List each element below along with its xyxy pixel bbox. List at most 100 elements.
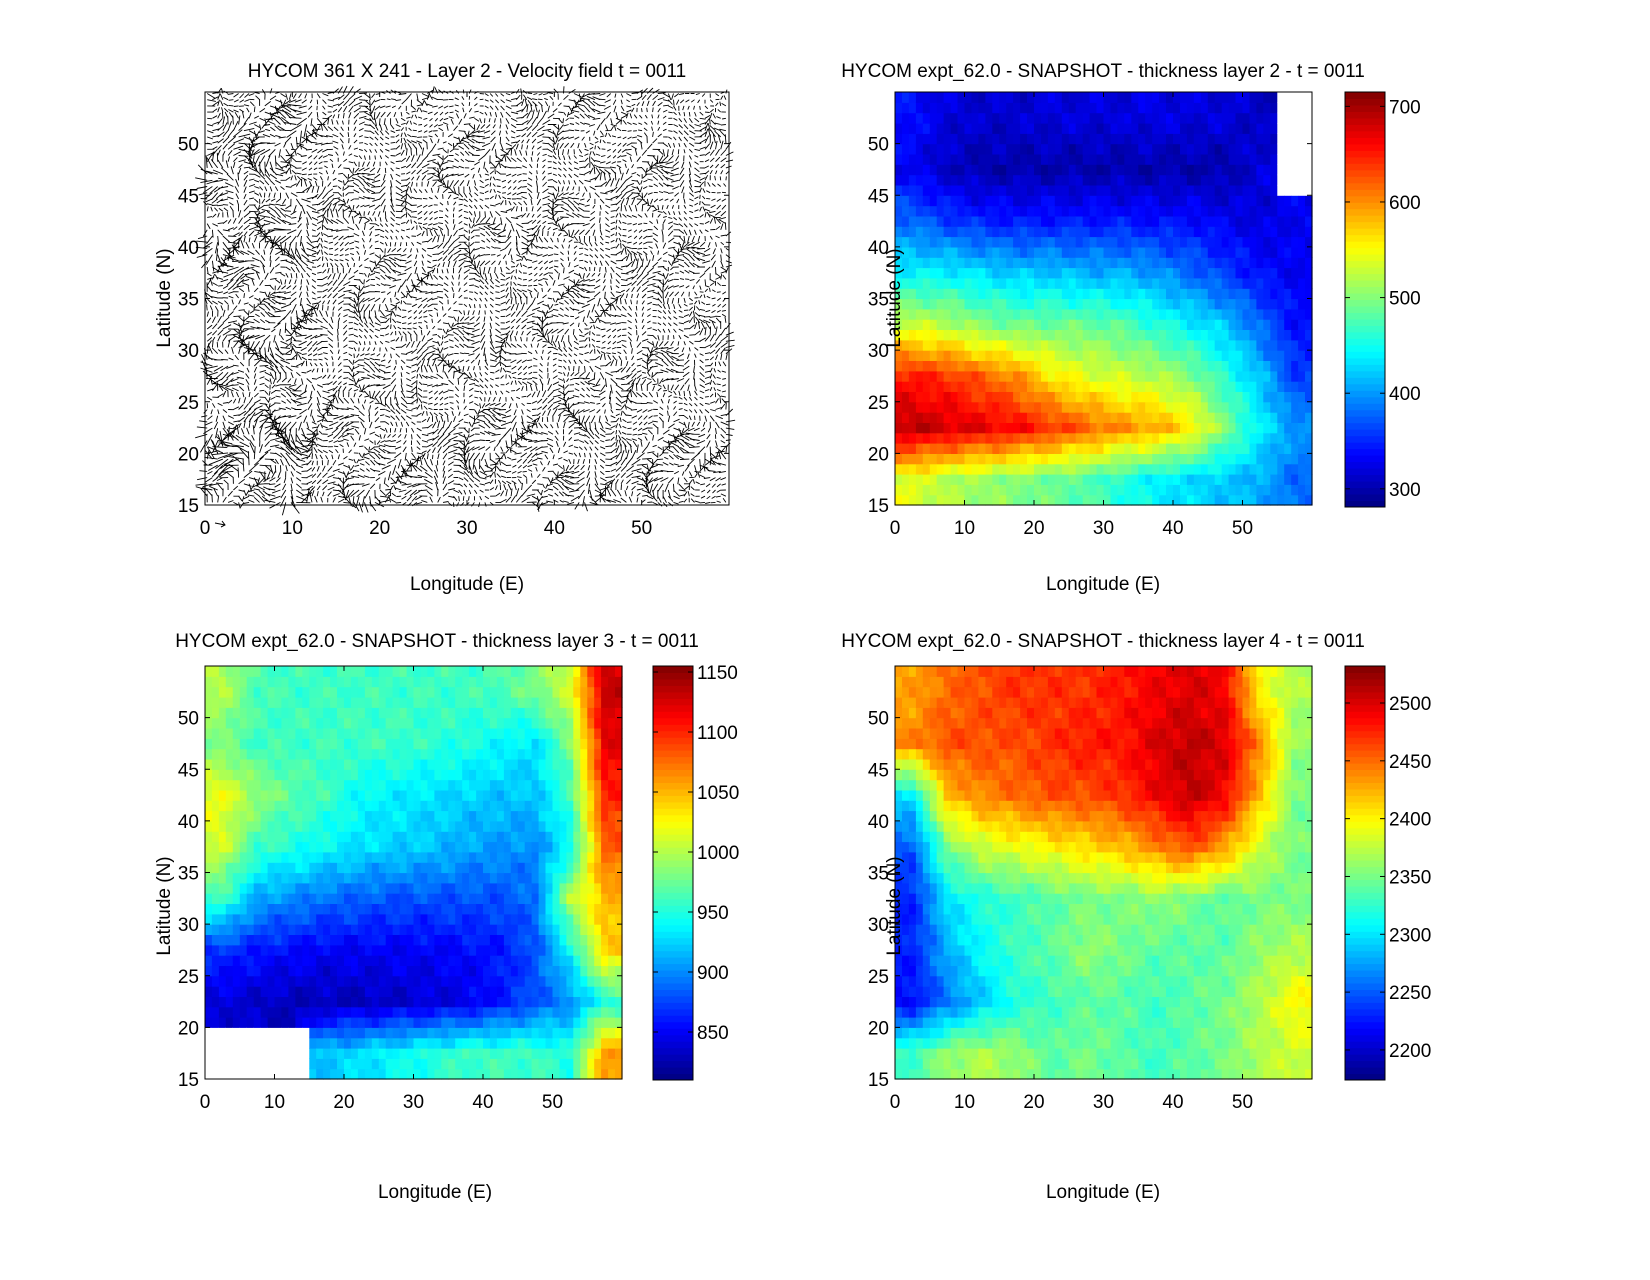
heatmap-cell <box>518 996 526 1007</box>
heatmap-cell <box>1236 237 1244 248</box>
heatmap-cell <box>608 718 616 729</box>
heatmap-cell <box>476 1027 484 1038</box>
heatmap-cell <box>427 965 435 976</box>
heatmap-cell <box>427 831 435 842</box>
heatmap-cell <box>1250 154 1258 165</box>
heatmap-cell <box>1083 495 1091 506</box>
heatmap-cell <box>546 996 554 1007</box>
heatmap-cell <box>1222 216 1230 227</box>
heatmap-cell <box>219 769 227 780</box>
heatmap-cell <box>1222 381 1230 392</box>
heatmap-cell <box>247 738 255 749</box>
heatmap-cell <box>414 697 422 708</box>
heatmap-cell <box>226 976 234 987</box>
colorbar-swatch <box>653 1074 693 1081</box>
heatmap-cell <box>1076 474 1084 485</box>
heatmap-cell <box>1041 340 1049 351</box>
heatmap-cell <box>615 780 623 791</box>
heatmap-cell <box>525 935 533 946</box>
heatmap-cell <box>518 1017 526 1028</box>
heatmap-cell <box>566 873 574 884</box>
heatmap-cell <box>1291 123 1299 134</box>
heatmap-cell <box>205 687 213 698</box>
heatmap-cell <box>372 790 380 801</box>
heatmap-cell <box>379 924 387 935</box>
heatmap-cell <box>295 996 303 1007</box>
colorbar-swatch <box>1345 235 1385 242</box>
heatmap-cell <box>937 195 945 206</box>
colorbar-swatch <box>1345 345 1385 352</box>
heatmap-cell <box>365 718 373 729</box>
heatmap-cell <box>1097 154 1105 165</box>
heatmap-cell <box>1076 92 1084 103</box>
heatmap-cell <box>365 738 373 749</box>
heatmap-cell <box>916 102 924 113</box>
heatmap-cell <box>1305 330 1313 341</box>
heatmap-cell <box>1083 299 1091 310</box>
heatmap-cell <box>427 914 435 925</box>
heatmap-cell <box>532 1069 540 1080</box>
heatmap-cell <box>580 821 588 832</box>
heatmap-cell <box>1069 433 1077 444</box>
heatmap-cell <box>1034 175 1042 186</box>
panel-title: HYCOM 361 X 241 - Layer 2 - Velocity fie… <box>248 61 686 82</box>
heatmap-cell <box>601 811 609 822</box>
heatmap-cell <box>608 769 616 780</box>
heatmap-cell <box>895 422 903 433</box>
heatmap-cell <box>594 728 602 739</box>
heatmap-cell <box>1138 154 1146 165</box>
heatmap-cell <box>937 175 945 186</box>
heatmap-cell <box>240 996 248 1007</box>
heatmap-cell <box>902 402 910 413</box>
heatmap-cell <box>414 976 422 987</box>
heatmap-cell <box>330 769 338 780</box>
heatmap-cell <box>1298 175 1306 186</box>
heatmap-cell <box>594 697 602 708</box>
heatmap-cell <box>525 800 533 811</box>
heatmap-cell <box>580 914 588 925</box>
heatmap-cell <box>1111 433 1119 444</box>
heatmap-cell <box>212 1058 220 1069</box>
heatmap-cell <box>951 309 959 320</box>
heatmap-cell <box>539 1007 547 1018</box>
heatmap-cell <box>992 433 1000 444</box>
heatmap-cell <box>1020 319 1028 330</box>
heatmap-cell <box>476 1007 484 1018</box>
heatmap-cell <box>365 780 373 791</box>
heatmap-cell <box>393 738 401 749</box>
heatmap-cell <box>302 749 310 760</box>
heatmap-cell <box>490 1007 498 1018</box>
heatmap-cell <box>615 935 623 946</box>
heatmap-cell <box>1117 278 1125 289</box>
heatmap-cell <box>1041 164 1049 175</box>
heatmap-cell <box>455 697 463 708</box>
heatmap-cell <box>441 811 449 822</box>
heatmap-cell <box>909 391 917 402</box>
heatmap-cell <box>525 976 533 987</box>
heatmap-cell <box>895 361 903 372</box>
heatmap-cell <box>909 474 917 485</box>
colorbar-swatch <box>653 1022 693 1029</box>
heatmap-cell <box>902 412 910 423</box>
heatmap-cell <box>1111 474 1119 485</box>
heatmap-cell <box>1020 113 1028 124</box>
heatmap-cell <box>1055 495 1063 506</box>
heatmap-cell <box>1048 123 1056 134</box>
heatmap-cell <box>972 216 980 227</box>
heatmap-cell <box>1013 268 1021 279</box>
heatmap-cell <box>1291 288 1299 299</box>
heatmap-cell <box>1243 113 1251 124</box>
heatmap-cell <box>1145 185 1153 196</box>
heatmap-cell <box>1180 288 1188 299</box>
colorbar-swatch <box>1345 261 1385 268</box>
heatmap-cell <box>1173 185 1181 196</box>
heatmap-cell <box>490 707 498 718</box>
heatmap-cell <box>205 821 213 832</box>
heatmap-cell <box>497 1017 505 1028</box>
heatmap-cell <box>1048 381 1056 392</box>
heatmap-cell <box>1166 484 1174 495</box>
heatmap-cell <box>462 749 470 760</box>
heatmap-cell <box>573 1058 581 1069</box>
heatmap-cell <box>1291 350 1299 361</box>
